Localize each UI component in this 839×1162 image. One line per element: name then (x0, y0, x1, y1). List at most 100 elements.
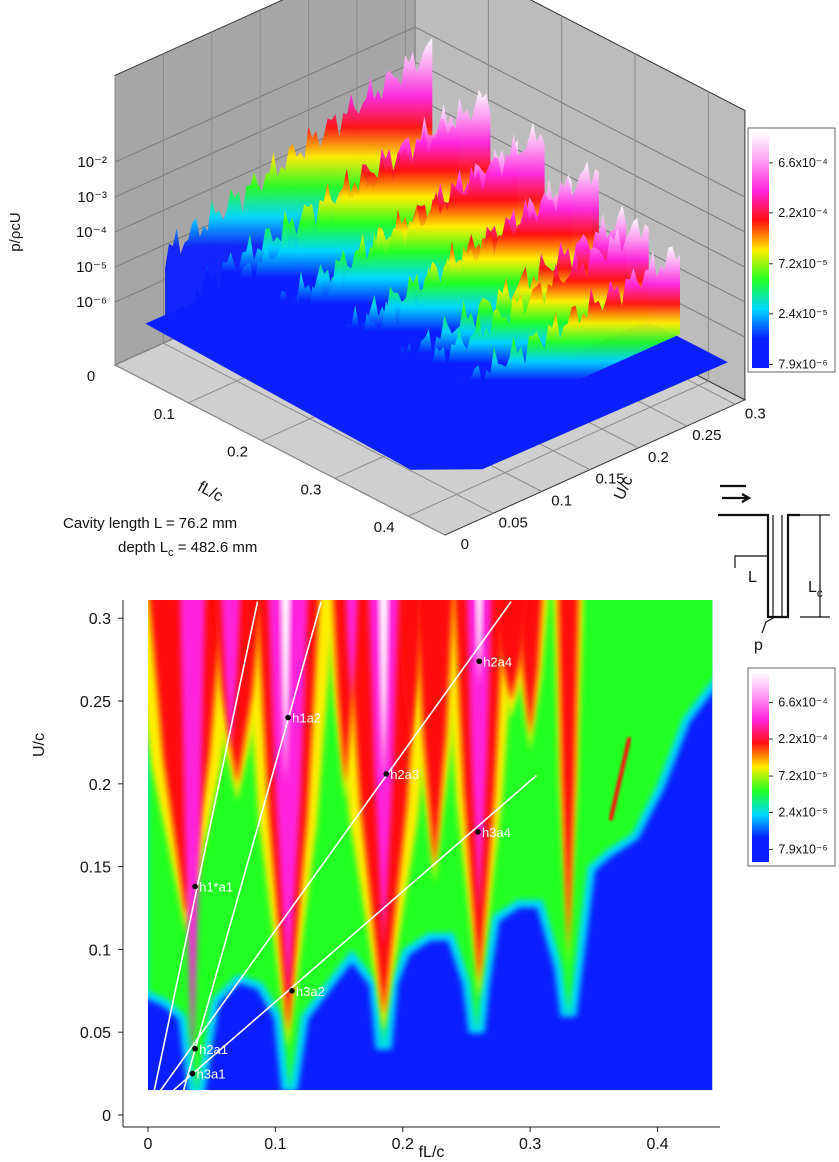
mode-label: h3a1 (197, 1067, 226, 1082)
field-band (493, 600, 529, 701)
x-tick-label: 0.2 (392, 1136, 414, 1153)
field-band (280, 600, 291, 784)
probe-label: p (754, 637, 763, 654)
arrow-head (741, 493, 752, 503)
field-band (221, 600, 241, 751)
surface-ridge (231, 89, 491, 353)
colorbar-label: 7.2x10⁻⁵ (778, 257, 827, 271)
x-axis-label: fL/c (419, 1144, 445, 1161)
y-tick-label: 0 (461, 536, 469, 553)
mode-label: h2a1 (199, 1042, 228, 1057)
contour-field (147, 600, 713, 1091)
y-axis-label: U/c (31, 733, 48, 757)
colorbar-strip (752, 132, 769, 368)
x-tick-label: 0 (144, 1136, 153, 1153)
mode-label: h2a3 (390, 767, 419, 782)
mode-line (153, 601, 259, 1091)
x-tick-label: 0.4 (374, 519, 395, 536)
y-tick-label: 0.2 (648, 449, 669, 466)
annotation-subscript: c (168, 547, 174, 559)
x-tick-label: 0.1 (154, 406, 175, 423)
y-tick-label: 0 (102, 1108, 111, 1125)
colorbar-label: 2.4x10⁻⁵ (778, 806, 827, 820)
y-tick-label: 0.25 (692, 427, 721, 444)
z-tick-label: 10⁻⁶ (76, 294, 107, 311)
mode-label: h1*a1 (199, 879, 233, 894)
mode-label: h3a2 (296, 984, 325, 999)
z-tick-label: 10⁻² (77, 154, 107, 171)
mode-point (476, 658, 483, 665)
field-band (268, 600, 308, 1000)
z-tick-label: 10⁻⁵ (76, 259, 107, 276)
field-band (378, 600, 389, 784)
surface-ridge (459, 246, 680, 434)
mode-point (192, 1045, 198, 1052)
colorbar-label: 2.2x10⁻⁴ (778, 732, 828, 746)
mode-line (160, 601, 512, 1091)
leader-line (761, 616, 776, 634)
mode-label: h1a2 (292, 711, 321, 726)
mode-point (383, 771, 390, 777)
surface-plot: 10⁻⁶ 10⁻⁵ 10⁻⁴ 10⁻³ 10⁻² 0 0.1 0.2 0.3 0.4 0 0.05 0.… (7, 0, 836, 559)
mode-point (189, 1070, 196, 1077)
y-grid-line (162, 53, 494, 514)
y-tick-label: 0.15 (595, 471, 624, 488)
x-tick-label: 0.3 (300, 481, 321, 498)
colorbar-label: 6.6x10⁻⁴ (778, 156, 828, 170)
depth-label: Lc (808, 579, 823, 600)
surface-ridge (362, 160, 599, 400)
annotation-part: depth L (118, 539, 168, 556)
y-tick-label: 0.05 (499, 514, 528, 531)
z-tick-label: 10⁻³ (77, 189, 107, 206)
mode-point (192, 883, 198, 890)
y-tick-label: 0.05 (80, 1025, 111, 1042)
field-band (416, 600, 453, 867)
label-part: L (808, 579, 817, 596)
colorbar-strip (752, 672, 769, 862)
mode-line (172, 774, 538, 1091)
annotation-part: = 482.6 mm (174, 539, 258, 556)
y-grid-line (114, 75, 446, 536)
x-tick-label: 0.1 (264, 1136, 286, 1153)
surface-ridge (296, 122, 545, 376)
y-tick-label: 0.1 (551, 493, 572, 510)
z-tick-label: 10⁻⁴ (76, 224, 107, 241)
mode-point (285, 714, 291, 721)
surface-ridge (165, 37, 433, 329)
mode-point (289, 988, 295, 994)
field-band (180, 600, 205, 1066)
colorbar-label: 2.4x10⁻⁵ (778, 307, 827, 321)
colorbar-label: 7.9x10⁻⁶ (778, 842, 827, 856)
mode-label: h3a4 (482, 825, 511, 840)
label-subscript: c (817, 586, 823, 600)
y-tick-label: 0.1 (89, 942, 111, 959)
mode-point (475, 829, 481, 835)
annotation-part: Cavity length L = 76.2 mm (63, 515, 237, 532)
x-axis-label: fL/c (195, 478, 226, 505)
field-band (397, 600, 422, 751)
colorbar-label: 7.9x10⁻⁶ (778, 357, 827, 371)
surface-ridge (424, 218, 649, 422)
colorbar-label: 2.2x10⁻⁴ (778, 206, 828, 220)
x-tick-label: 0.4 (646, 1136, 668, 1153)
x-grid-line (407, 91, 709, 517)
contour-plot: h1a2 h2a4 h2a3 h3a4 h1*a1 h3a2 h2a1 h3a1 0 0.05 0.… (31, 600, 836, 1161)
cavity-diagram (718, 484, 830, 634)
field-band (558, 600, 579, 950)
y-tick-label: 0.2 (89, 777, 111, 794)
field-band (466, 600, 492, 917)
leader-line (734, 555, 768, 568)
y-tick-label: 0.3 (745, 405, 766, 422)
y-tick-label: 0.3 (89, 611, 111, 628)
x-tick-label: 0.2 (227, 444, 248, 461)
field-streak (608, 736, 632, 821)
z-axis-label: p/ρcU (7, 212, 24, 251)
annotation: Cavity length L = 76.2 mm (63, 515, 237, 532)
colorbar-label: 6.6x10⁻⁴ (778, 696, 828, 710)
field-band (475, 600, 483, 685)
mode-line (182, 601, 322, 1091)
x-tick-label: 0.3 (519, 1136, 541, 1153)
y-tick-label: 0.15 (80, 860, 111, 877)
field-band (345, 600, 358, 701)
